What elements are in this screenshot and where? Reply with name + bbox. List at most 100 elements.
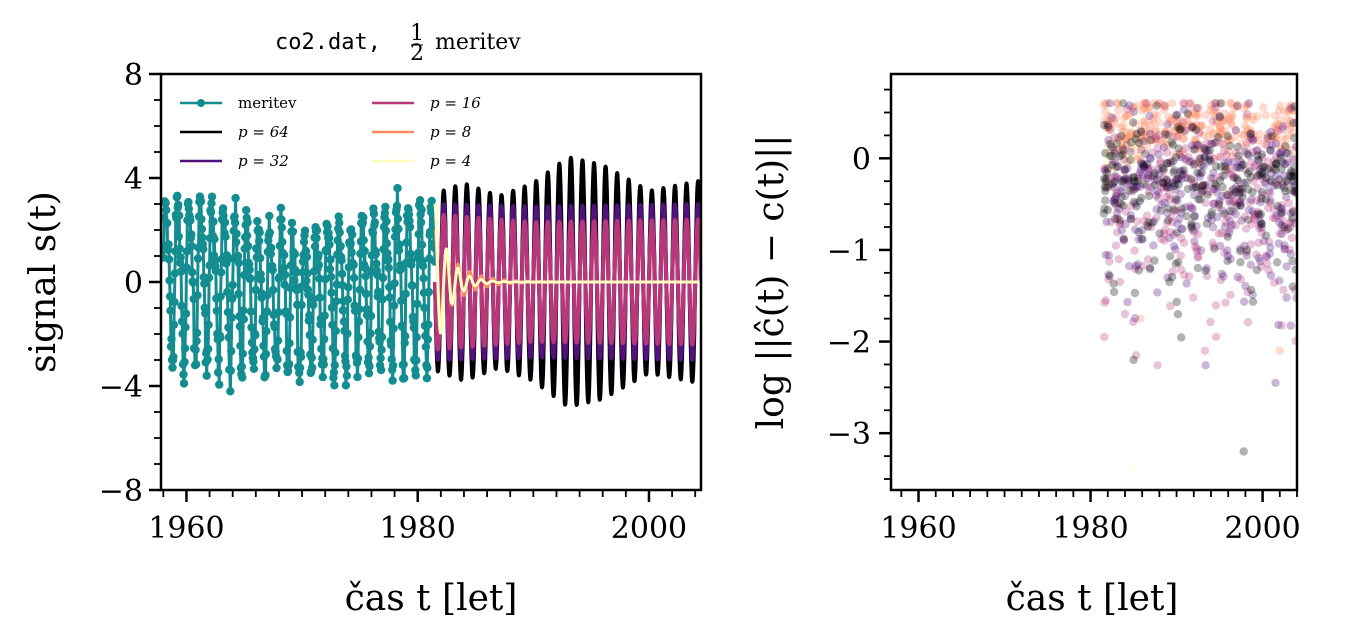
data-point-outlier xyxy=(1271,378,1280,387)
data-point xyxy=(1101,107,1110,117)
data-point xyxy=(1291,180,1297,189)
data-point xyxy=(1275,218,1284,227)
data-point xyxy=(220,218,230,227)
data-point xyxy=(1266,146,1275,155)
data-point xyxy=(1138,132,1147,141)
data-point xyxy=(1144,166,1153,175)
data-point xyxy=(384,263,393,273)
data-point xyxy=(1180,170,1189,179)
data-point xyxy=(401,332,410,341)
data-point xyxy=(427,196,436,206)
data-point xyxy=(216,333,225,343)
data-point xyxy=(1288,171,1297,181)
data-point xyxy=(1227,120,1236,130)
data-point xyxy=(1142,211,1152,220)
data-point xyxy=(387,355,396,364)
data-point xyxy=(342,371,352,380)
data-point xyxy=(1248,147,1258,157)
data-point xyxy=(1290,163,1297,172)
data-point xyxy=(1142,142,1152,151)
data-point xyxy=(1112,162,1122,172)
data-point xyxy=(1179,105,1189,114)
data-point xyxy=(276,203,286,213)
signal-axes-ticks: 1960 1980 2000 8 4 0 −4 −8 xyxy=(99,58,697,546)
data-point xyxy=(191,360,201,369)
data-point xyxy=(1150,256,1159,265)
data-point xyxy=(1242,247,1252,256)
data-point xyxy=(365,342,375,351)
data-point xyxy=(193,254,203,263)
data-point xyxy=(1159,183,1169,192)
data-point xyxy=(219,211,228,221)
data-point xyxy=(1242,251,1251,260)
data-point xyxy=(1152,101,1161,110)
data-point xyxy=(1189,123,1199,133)
data-point xyxy=(412,356,421,365)
data-point xyxy=(1139,117,1149,126)
data-point xyxy=(1223,246,1232,255)
data-point xyxy=(1209,108,1219,117)
data-point xyxy=(1194,158,1203,167)
data-point xyxy=(1255,170,1265,179)
data-point xyxy=(1231,197,1240,206)
data-point xyxy=(1229,190,1238,199)
data-point xyxy=(1241,281,1250,291)
data-point xyxy=(361,289,371,299)
data-point xyxy=(1125,179,1134,189)
data-point xyxy=(230,218,240,227)
data-point xyxy=(1173,132,1183,141)
data-point xyxy=(1238,130,1248,139)
data-point xyxy=(1226,170,1235,179)
data-point xyxy=(1141,127,1150,136)
data-point xyxy=(1242,138,1252,148)
data-point xyxy=(1171,259,1181,268)
data-point xyxy=(1131,130,1141,139)
data-point xyxy=(1163,178,1173,188)
data-point xyxy=(337,256,346,265)
data-point xyxy=(1257,188,1267,197)
data-point xyxy=(1101,186,1110,196)
data-point xyxy=(1140,160,1149,169)
data-point xyxy=(1164,112,1173,122)
data-point xyxy=(1284,105,1293,114)
data-point xyxy=(1120,166,1130,175)
data-point xyxy=(1286,321,1295,330)
data-point xyxy=(343,329,352,338)
data-point xyxy=(273,355,282,364)
data-point xyxy=(1177,124,1186,133)
data-point xyxy=(216,292,225,301)
data-point xyxy=(1183,120,1192,129)
data-point xyxy=(1152,135,1161,144)
data-point xyxy=(1238,184,1247,193)
data-point xyxy=(1120,309,1130,319)
data-point xyxy=(1111,191,1121,201)
data-point xyxy=(1131,261,1141,271)
data-point xyxy=(1145,265,1155,274)
data-point xyxy=(1110,119,1120,128)
data-point xyxy=(423,335,432,344)
data-point xyxy=(1274,320,1283,330)
data-point xyxy=(1152,205,1161,214)
data-point xyxy=(174,232,183,241)
data-point xyxy=(1126,215,1135,224)
data-point xyxy=(1227,191,1236,200)
data-point xyxy=(1115,216,1125,225)
data-point xyxy=(1271,135,1281,144)
data-point xyxy=(1169,205,1179,214)
data-point xyxy=(1277,229,1286,239)
data-point xyxy=(206,208,216,217)
data-point xyxy=(1136,126,1145,135)
data-point xyxy=(1140,104,1149,114)
data-point xyxy=(1280,160,1289,169)
data-point xyxy=(1288,257,1297,266)
data-point xyxy=(1260,139,1269,148)
data-point xyxy=(327,288,336,297)
data-point xyxy=(1110,177,1119,186)
data-point xyxy=(1138,171,1148,180)
data-point xyxy=(1188,204,1197,213)
data-point xyxy=(1137,127,1146,137)
data-point xyxy=(1242,112,1251,122)
data-point xyxy=(1134,174,1144,183)
data-point xyxy=(222,251,232,260)
data-point xyxy=(404,210,414,219)
